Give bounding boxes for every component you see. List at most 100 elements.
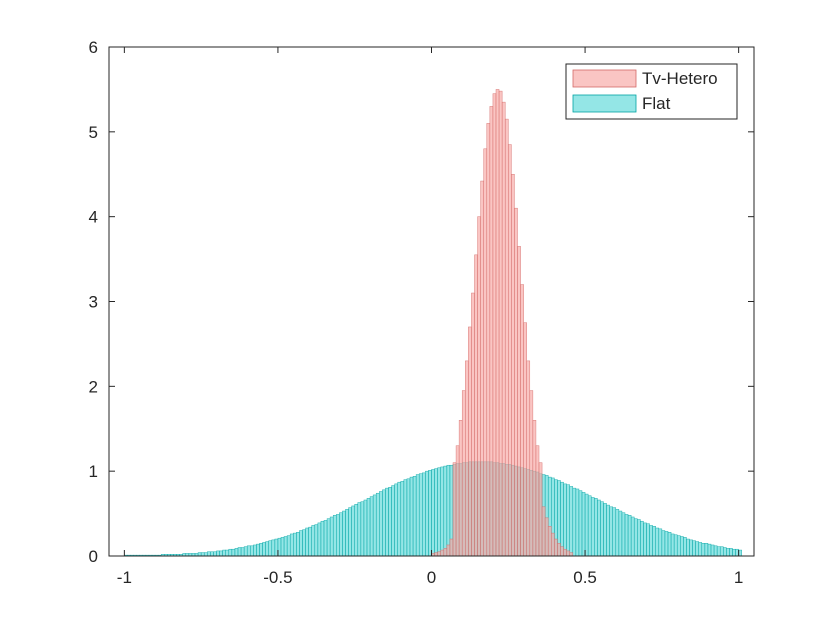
- histogram-bar: [486, 123, 491, 557]
- histogram-bar: [544, 517, 549, 557]
- histogram-bar: [455, 445, 460, 557]
- histogram-bar: [643, 522, 647, 557]
- histogram-bar: [406, 478, 411, 557]
- histogram-bar: [554, 538, 558, 557]
- histogram-bar: [726, 548, 730, 557]
- y-axis: 0 1 2 3 4 5 6: [89, 38, 754, 566]
- histogram-bar: [237, 547, 242, 557]
- x-tick-label: -0.5: [263, 568, 292, 587]
- histogram-bar: [686, 538, 690, 557]
- histogram-bar: [366, 498, 371, 557]
- histogram-bar: [320, 520, 325, 557]
- histogram-bar: [369, 496, 374, 557]
- histogram-bar: [508, 144, 512, 557]
- histogram-bar: [243, 546, 248, 557]
- legend-label-tv-hetero: Tv-Hetero: [642, 69, 718, 88]
- histogram-bar: [468, 326, 472, 557]
- histogram-bar: [560, 546, 564, 557]
- histogram-bar: [409, 476, 414, 557]
- histogram-bar: [213, 551, 217, 557]
- histogram-bar: [437, 467, 441, 557]
- histogram-bar: [382, 489, 386, 557]
- histogram-bar: [332, 515, 337, 557]
- histogram-bar: [458, 420, 463, 557]
- histogram-bar: [633, 518, 638, 557]
- histogram-bar: [498, 90, 503, 557]
- histogram-bar: [314, 524, 319, 557]
- histogram-bar: [560, 481, 564, 557]
- histogram-bar: [200, 552, 205, 557]
- histogram-bar: [511, 174, 515, 557]
- histogram-bar: [600, 501, 604, 557]
- histogram-bar: [640, 520, 644, 557]
- histogram-bar: [664, 531, 669, 557]
- histogram-bar: [729, 548, 733, 557]
- histogram-bar: [627, 515, 632, 557]
- histogram-bar: [246, 545, 251, 557]
- histogram-bar: [523, 322, 527, 557]
- histogram-bar: [250, 545, 254, 557]
- histogram-bar: [388, 487, 392, 557]
- histogram-bar: [219, 550, 223, 557]
- histogram-bar: [265, 541, 269, 557]
- histogram-bar: [689, 539, 693, 557]
- histogram-bar: [443, 465, 448, 557]
- histogram-bar: [471, 292, 475, 557]
- legend-swatch-tv-hetero: [572, 69, 637, 88]
- histogram-bar: [578, 490, 583, 557]
- histogram-bar: [394, 483, 398, 557]
- histogram-bar: [357, 502, 362, 557]
- y-tick-label: 5: [89, 123, 98, 142]
- histogram-bar: [594, 498, 598, 557]
- histogram-bar: [532, 420, 537, 557]
- histogram-bar: [342, 510, 346, 557]
- histogram-bar: [637, 519, 641, 557]
- histogram-bar: [624, 514, 629, 557]
- histogram-bar: [440, 466, 445, 557]
- histogram-bar: [520, 284, 524, 557]
- histogram-bar: [581, 492, 586, 557]
- histogram-bar: [673, 534, 678, 557]
- histogram-bar: [680, 536, 684, 557]
- histogram-bar: [652, 526, 656, 557]
- histogram-bar: [661, 530, 666, 557]
- histogram-bar: [397, 481, 402, 557]
- histogram-bar: [719, 546, 724, 557]
- histogram-bar: [710, 544, 715, 557]
- histogram-bar: [541, 506, 546, 557]
- histogram-bar: [437, 551, 441, 557]
- histogram-bar: [253, 544, 257, 557]
- histogram-bar: [572, 487, 577, 557]
- y-tick-label: 2: [89, 377, 98, 396]
- histogram-bar: [612, 507, 617, 557]
- histogram-bar: [713, 545, 718, 557]
- histogram-bar: [434, 468, 438, 557]
- histogram-bar: [603, 503, 607, 557]
- legend-swatch-flat: [572, 94, 637, 113]
- histogram-bar: [262, 542, 266, 557]
- histogram-bar: [280, 537, 285, 557]
- histogram-bar: [504, 118, 509, 557]
- histogram-bar: [621, 512, 626, 557]
- histogram-bar: [584, 493, 589, 557]
- histogram-bar: [354, 504, 359, 557]
- histogram-bar: [649, 525, 653, 557]
- histogram-bar: [716, 546, 721, 557]
- histogram-bar: [329, 516, 334, 557]
- histogram-bar: [701, 543, 706, 557]
- histogram-bar: [222, 549, 226, 557]
- histogram-bar: [514, 207, 518, 557]
- histogram-bar: [317, 522, 322, 557]
- histogram-bar: [646, 523, 650, 557]
- histogram-bar: [268, 540, 273, 557]
- histogram-bar: [569, 486, 574, 557]
- y-tick-label: 0: [89, 547, 98, 566]
- histogram-bar: [692, 540, 696, 557]
- histogram-bar: [452, 462, 457, 557]
- histogram-bar: [670, 533, 675, 557]
- histogram-bar: [547, 526, 552, 557]
- histogram-bar: [551, 532, 555, 557]
- histogram-bar: [480, 180, 484, 557]
- histogram-bar: [698, 542, 703, 557]
- histogram-bar: [461, 390, 466, 557]
